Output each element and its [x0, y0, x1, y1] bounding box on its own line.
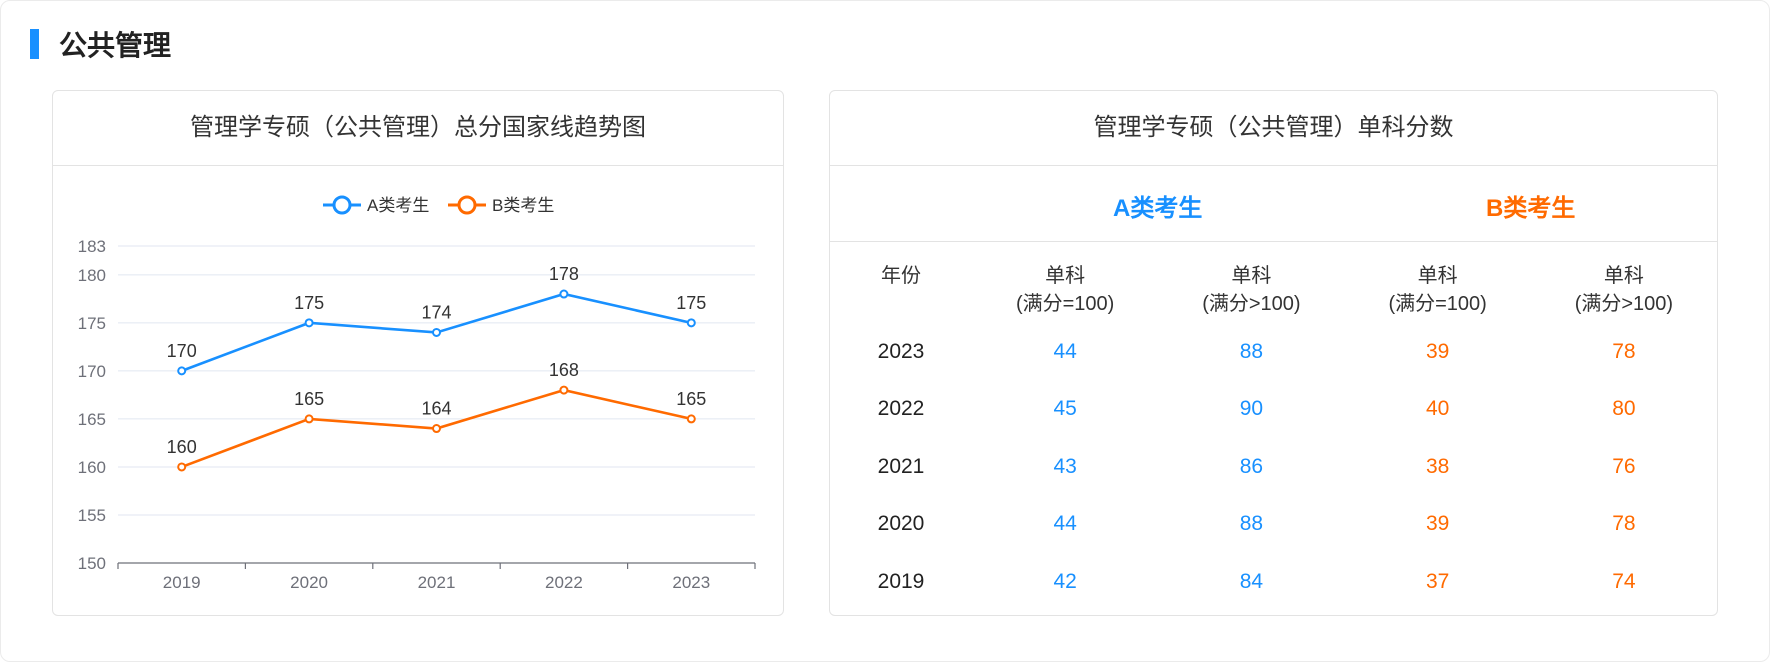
cell-year: 2019 [877, 569, 925, 593]
header-b-gt100-full: (满分>100) [1574, 293, 1674, 315]
category-a-label: A类考生 [1113, 195, 1203, 222]
cell-a-100: 43 [1053, 454, 1077, 478]
cell-b-gt100: 78 [1612, 339, 1636, 363]
data-label: 165 [294, 389, 324, 409]
header-b-100-single: 单科 [1417, 265, 1458, 287]
header-b-gt100: 单科 (满分>100) [1531, 242, 1717, 323]
header-a-gt100-full: (满分>100) [1202, 293, 1301, 315]
header-a-gt100-single: 单科 [1231, 265, 1272, 287]
data-point [559, 385, 569, 395]
cell-b-100: 40 [1425, 397, 1450, 421]
cell-b-100: 39 [1425, 339, 1450, 363]
chart-card: 管理学专硕（公共管理）总分国家线趋势图 A类考生 B类考生 150 155 160 16… [52, 90, 784, 616]
table-row: 2019 42 84 37 74 [830, 553, 1717, 611]
cell-b-100: 39 [1425, 512, 1450, 536]
data-point [304, 318, 314, 328]
cell-year: 2021 [877, 454, 925, 478]
data-label: 168 [549, 360, 579, 380]
cell-a-100: 44 [1053, 339, 1077, 363]
scores-table: 年份 单科 (满分=100) 单科 (满分>100) 单科 (满分=100) 单… [830, 242, 1717, 611]
header-b-100-full: (满分=100) [1388, 293, 1487, 315]
data-point [432, 327, 441, 337]
data-label: 160 [167, 437, 197, 457]
header-b-100: 单科 (满分=100) [1345, 242, 1531, 323]
cell-a-gt100: 88 [1239, 339, 1264, 363]
scores-card-title: 管理学专硕（公共管理）单科分数 [830, 91, 1717, 166]
cell-b-gt100: 74 [1612, 569, 1636, 593]
data-point [432, 424, 441, 434]
data-label: 175 [676, 293, 706, 313]
cell-a-gt100: 84 [1239, 569, 1264, 593]
section-header: 公共管理 [30, 28, 171, 61]
category-b-label: B类考生 [1486, 195, 1576, 222]
header-year: 年份 [830, 242, 972, 323]
cell-a-100: 42 [1053, 569, 1077, 593]
cell-b-gt100: 76 [1612, 454, 1636, 478]
cell-b-100: 38 [1425, 454, 1450, 478]
table-row: 2023 44 88 39 78 [830, 323, 1717, 381]
data-point [559, 289, 569, 299]
cell-b-gt100: 80 [1612, 397, 1636, 421]
cell-a-100: 45 [1053, 397, 1077, 421]
y-tick-label: 180 [78, 266, 106, 285]
cell-b-gt100: 78 [1612, 512, 1636, 536]
x-tick-label: 2022 [545, 573, 583, 592]
y-tick-label: 160 [78, 458, 106, 477]
y-tick-label: 170 [78, 362, 106, 381]
header-year-label: 年份 [881, 265, 921, 287]
y-tick-label: 155 [78, 506, 106, 525]
data-point [686, 414, 696, 424]
y-tick-label: 150 [78, 554, 106, 573]
data-point [177, 462, 187, 472]
chart-card-title: 管理学专硕（公共管理）总分国家线趋势图 [53, 91, 783, 166]
cell-b-100: 37 [1425, 569, 1450, 593]
y-tick-label: 183 [78, 237, 106, 256]
legend-label: A类考生 [367, 196, 429, 215]
chart-axes: 150 155 160 165 170 175 180 183 2019 2020 2021 2022… [78, 237, 756, 592]
legend-label: B类考生 [492, 196, 554, 215]
x-tick-label: 2019 [163, 573, 201, 592]
data-label: 175 [294, 293, 324, 313]
cell-a-100: 44 [1053, 512, 1077, 536]
data-label: 165 [676, 389, 706, 409]
cell-year: 2023 [877, 339, 925, 363]
header-a-100-full: (满分=100) [1015, 293, 1115, 315]
data-label: 164 [421, 399, 451, 419]
table-row: 2022 45 90 40 80 [830, 381, 1717, 439]
section-accent-bar [30, 29, 39, 59]
table-row: 2020 44 88 39 78 [830, 496, 1717, 554]
y-tick-label: 165 [78, 410, 106, 429]
legend-marker [457, 195, 477, 215]
header-a-100: 单科 (满分=100) [972, 242, 1158, 323]
section-title: 公共管理 [59, 30, 172, 61]
cell-a-gt100: 90 [1239, 397, 1264, 421]
legend-marker [332, 195, 352, 215]
header-a-gt100: 单科 (满分>100) [1158, 242, 1344, 323]
scores-card: 管理学专硕（公共管理）单科分数 A类考生 B类考生 年份 单科 (满分=100)… [829, 90, 1718, 616]
cell-year: 2022 [877, 397, 925, 421]
data-label: 174 [421, 302, 451, 322]
chart-series: 170 175 174 178 175 160 165 164 168 165 [167, 264, 706, 472]
cell-year: 2020 [877, 512, 925, 536]
data-label: 178 [549, 264, 579, 284]
header-b-gt100-single: 单科 [1603, 265, 1644, 287]
category-row: A类考生 B类考生 [830, 166, 1717, 242]
x-tick-label: 2020 [290, 573, 328, 592]
cell-a-gt100: 88 [1239, 512, 1264, 536]
line-chart: A类考生 B类考生 150 155 160 165 170 175 180 183 2019 202… [78, 195, 756, 592]
data-point [304, 414, 314, 424]
table-row: 2021 43 86 38 76 [830, 438, 1717, 496]
y-tick-label: 175 [78, 314, 106, 333]
data-label: 170 [167, 341, 197, 361]
table-header-row: 年份 单科 (满分=100) 单科 (满分>100) 单科 (满分=100) 单… [830, 242, 1717, 323]
cell-a-gt100: 86 [1239, 454, 1264, 478]
x-tick-label: 2023 [672, 573, 710, 592]
chart-grid [118, 245, 755, 516]
chart-legend[interactable]: A类考生 B类考生 [323, 195, 554, 215]
header-a-100-single: 单科 [1045, 265, 1086, 287]
x-tick-label: 2021 [418, 573, 456, 592]
data-point [686, 318, 696, 328]
data-point [177, 366, 187, 376]
